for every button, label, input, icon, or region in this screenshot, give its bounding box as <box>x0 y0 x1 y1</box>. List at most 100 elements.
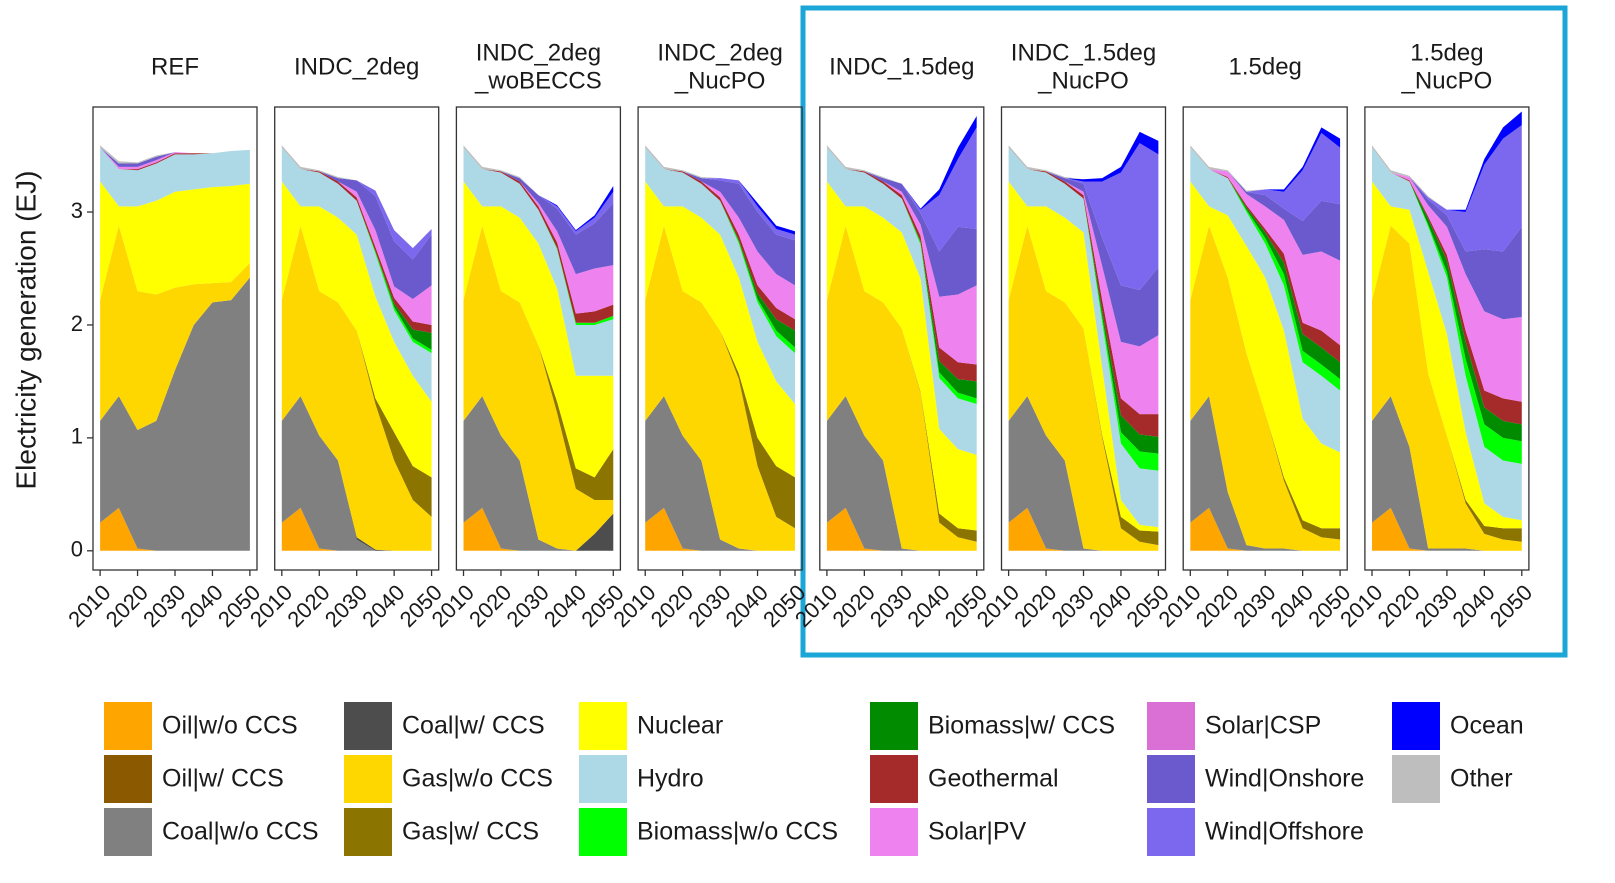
legend-label: Wind|Onshore <box>1205 765 1364 793</box>
panel-title: _woBECCS <box>474 67 602 94</box>
area <box>463 147 614 376</box>
panel-title: INDC_2deg <box>476 39 601 66</box>
area <box>463 396 614 551</box>
area <box>1190 507 1341 551</box>
area <box>1372 507 1522 551</box>
area <box>100 277 250 551</box>
x-tick-label: 2020 <box>1373 580 1425 632</box>
area <box>1190 127 1341 192</box>
area <box>281 225 432 517</box>
x-tick-label: 2020 <box>101 580 153 632</box>
x-tick-label: 2040 <box>357 580 409 632</box>
legend-swatch <box>870 702 918 750</box>
area <box>1372 181 1522 529</box>
area <box>826 147 977 297</box>
area <box>463 147 614 314</box>
legend-swatch <box>1392 755 1440 803</box>
area <box>1008 143 1159 290</box>
legend-label: Wind|Offshore <box>1205 818 1364 846</box>
legend-swatch <box>344 755 392 803</box>
area <box>645 147 795 241</box>
panel-title: _NucPO <box>674 67 766 94</box>
area <box>1190 132 1341 222</box>
area <box>826 225 977 551</box>
area <box>1372 147 1522 402</box>
x-tick-label: 2040 <box>176 580 228 632</box>
legend-label: Coal|w/ CCS <box>402 712 545 740</box>
area <box>463 396 614 551</box>
area <box>281 145 432 249</box>
area <box>281 147 432 402</box>
area <box>826 181 977 531</box>
area <box>281 225 432 551</box>
x-tick-label: 2020 <box>1191 580 1243 632</box>
area <box>826 147 977 365</box>
area <box>100 225 250 430</box>
area <box>1190 147 1341 261</box>
legend-swatch <box>870 808 918 856</box>
x-tick-label: 2040 <box>721 580 773 632</box>
x-tick-label: 2040 <box>1447 580 1499 632</box>
area <box>1190 181 1341 529</box>
x-tick-label: 2010 <box>63 580 115 632</box>
panel-title: INDC_2deg <box>657 39 782 66</box>
area <box>1372 147 1522 320</box>
panel-title: 1.5deg <box>1410 39 1483 66</box>
legend-label: Ocean <box>1450 712 1524 740</box>
area <box>826 127 977 252</box>
legend-label: Coal|w/o CCS <box>162 818 319 846</box>
x-tick-label: 2030 <box>865 580 917 632</box>
x-tick-label: 2030 <box>320 580 372 632</box>
area <box>1008 147 1159 347</box>
legend-label: Oil|w/o CCS <box>162 712 298 740</box>
area <box>463 225 614 500</box>
legend-swatch <box>344 808 392 856</box>
area <box>645 147 795 320</box>
area <box>645 225 795 551</box>
x-tick-label: 2050 <box>1485 580 1537 632</box>
legend-swatch <box>579 755 627 803</box>
x-tick-label: 2020 <box>282 580 334 632</box>
panel-title: _NucPO <box>1401 67 1493 94</box>
area <box>1190 147 1341 363</box>
area <box>1190 147 1341 380</box>
x-tick-label: 2030 <box>1410 580 1462 632</box>
x-tick-label: 2020 <box>464 580 516 632</box>
area <box>645 225 795 529</box>
legend-swatch <box>1392 702 1440 750</box>
area <box>645 181 795 478</box>
legend-label: Nuclear <box>637 712 723 740</box>
area <box>1190 147 1341 453</box>
y-tick-label: 3 <box>71 198 83 223</box>
area <box>1372 396 1522 551</box>
x-tick-label: 2030 <box>138 580 190 632</box>
legend-label: Solar|PV <box>928 818 1027 846</box>
area <box>463 147 614 275</box>
legend-swatch <box>104 808 152 856</box>
area <box>1372 147 1522 521</box>
area <box>281 507 432 551</box>
x-tick-label: 2040 <box>539 580 591 632</box>
legend-label: Gas|w/o CCS <box>402 765 553 793</box>
area <box>463 507 614 551</box>
legend-swatch <box>870 755 918 803</box>
area <box>1008 131 1159 182</box>
area <box>645 147 795 348</box>
area <box>100 181 250 301</box>
y-axis-label: Electricity generation (EJ) <box>10 170 41 489</box>
x-tick-label: 2030 <box>683 580 735 632</box>
area <box>1190 396 1341 551</box>
panel-title: _NucPO <box>1037 67 1129 94</box>
area <box>1372 225 1522 551</box>
x-tick-label: 2030 <box>502 580 554 632</box>
legend-swatch <box>1147 702 1195 750</box>
x-tick-label: 2030 <box>1228 580 1280 632</box>
area <box>1008 225 1159 551</box>
legend-label: Hydro <box>637 765 704 793</box>
legend-swatch <box>579 808 627 856</box>
area <box>100 507 250 551</box>
area <box>281 147 432 299</box>
x-tick-label: 2040 <box>902 580 954 632</box>
y-tick-label: 2 <box>71 311 83 336</box>
x-tick-label: 2020 <box>827 580 879 632</box>
